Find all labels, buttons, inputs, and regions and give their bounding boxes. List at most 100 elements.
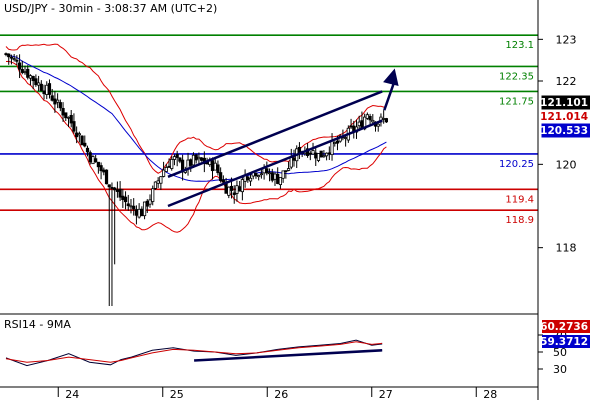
candle-body <box>85 147 90 153</box>
candle-body <box>17 62 22 70</box>
candle-body <box>20 69 24 73</box>
candle-body <box>34 78 38 86</box>
candle-body <box>259 173 263 176</box>
candle-body <box>178 157 182 162</box>
price-badge-label: 121.014 <box>540 111 588 123</box>
level-label: 123.1 <box>505 40 534 51</box>
candle-body <box>148 199 152 205</box>
candle-body <box>289 157 293 168</box>
candle-body <box>88 152 92 163</box>
candle-body <box>107 184 111 188</box>
rsi-badge-label: 59.3712 <box>540 336 588 348</box>
rsi-badge-label: 60.2736 <box>540 321 588 333</box>
candle-body <box>322 155 326 158</box>
rsi-badge-bg <box>542 320 590 333</box>
candle-body <box>69 114 73 124</box>
candle-body <box>316 153 321 161</box>
price-tick-label: 122 <box>556 75 577 88</box>
time-tick-label: 24 <box>65 388 79 400</box>
channel-lines <box>167 68 399 208</box>
candle-body <box>121 195 125 200</box>
candle-body <box>327 152 331 155</box>
candle-body <box>134 209 139 216</box>
price-badge-bg <box>541 95 590 110</box>
level-label: 122.35 <box>499 71 534 82</box>
bollinger-lower-line <box>5 60 387 233</box>
candle-body <box>72 121 76 132</box>
candle-body <box>167 165 171 168</box>
candle-body <box>145 200 149 207</box>
candle-body <box>132 205 136 210</box>
candle-body <box>31 76 35 82</box>
candle-body <box>235 185 239 194</box>
candle-body <box>110 187 114 189</box>
candle-body <box>286 168 291 171</box>
candle-body <box>284 170 288 173</box>
candle-body <box>113 187 117 191</box>
price-badges: 121.101 121.014 120.533 <box>540 95 590 138</box>
candle-body <box>123 196 128 203</box>
candle-body <box>53 98 57 105</box>
candle-body <box>96 161 100 168</box>
candle-body <box>102 169 106 173</box>
candle-body <box>267 172 272 175</box>
candle-body <box>99 165 103 172</box>
candle-body <box>257 175 261 178</box>
candle-body <box>221 179 225 183</box>
time-tick-label: 28 <box>483 388 497 400</box>
candle-body <box>238 186 242 192</box>
candle-body <box>365 114 369 119</box>
candle-body <box>349 125 353 128</box>
candle-body <box>227 186 231 196</box>
rsi-badges: 60.2736 59.3712 <box>540 320 590 348</box>
main-price-panel: 123.1 122.35 121.75 120.25 119.4 118.9 123 122… <box>0 2 590 306</box>
candle-body <box>118 188 122 198</box>
moving-average-line <box>5 53 387 182</box>
rsi-line <box>5 339 383 367</box>
level-label: 121.75 <box>499 96 534 107</box>
candle-body <box>64 112 68 119</box>
candle-body <box>194 154 198 161</box>
candle-body <box>308 152 312 155</box>
candle-body <box>159 176 163 184</box>
candle-body <box>77 133 81 136</box>
rsi-title: RSI14 - 9MA <box>4 318 71 331</box>
candle-body <box>270 172 274 181</box>
time-tick-label: 25 <box>170 388 184 400</box>
main-chart-title: USD/JPY - 30min - 3:08:37 AM (UTC+2) <box>4 2 217 15</box>
candle-body <box>333 142 337 145</box>
price-badge-bg <box>541 109 590 124</box>
candle-body <box>248 177 253 182</box>
candle-body <box>170 159 174 169</box>
candle-body <box>325 152 329 157</box>
bollinger-upper-line <box>5 43 387 174</box>
channel-line <box>167 119 383 208</box>
candle-body <box>9 56 14 59</box>
candle-body <box>254 173 258 177</box>
candle-body <box>161 169 166 177</box>
candle-body <box>210 160 215 172</box>
candle-body <box>335 140 340 144</box>
projection-arrow-head <box>383 68 399 86</box>
candle-body <box>61 107 65 116</box>
candle-body <box>153 181 158 189</box>
candle-body <box>28 75 33 79</box>
price-tick-label: 123 <box>556 33 577 46</box>
candle-body <box>219 172 223 182</box>
candle-body <box>140 208 144 217</box>
candle-body <box>330 140 334 156</box>
candle-body <box>91 156 95 165</box>
candle-body <box>240 179 244 193</box>
candle-body <box>314 152 318 159</box>
price-badge-label: 121.101 <box>540 97 588 109</box>
candle-body <box>94 158 98 163</box>
candle-body <box>276 173 280 184</box>
rsi-badge-bg <box>542 335 590 348</box>
candle-body <box>216 164 220 174</box>
candle-body <box>191 154 196 166</box>
candle-body <box>56 99 60 103</box>
candle-body <box>37 82 41 86</box>
